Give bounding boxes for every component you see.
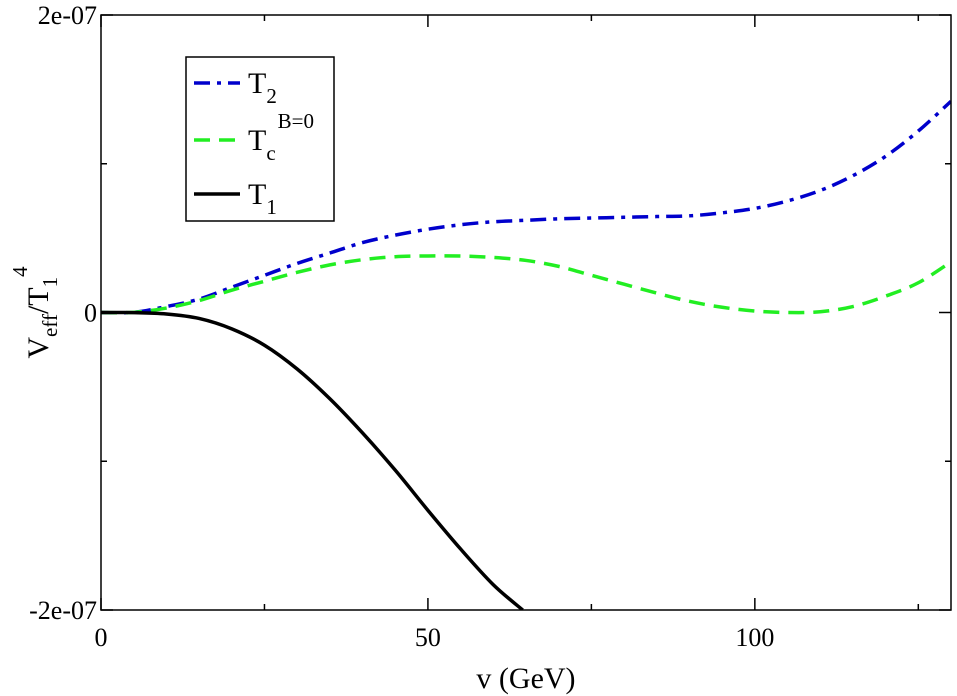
y-title-sup: 4 (8, 266, 32, 277)
y-title-slash: /T (22, 287, 55, 314)
svg-text:Veff/T14: Veff/T14 (8, 266, 62, 359)
legend-label: T1 (248, 178, 277, 219)
series-layer (101, 99, 951, 610)
series-line-0 (101, 99, 951, 315)
y-tick-label: -2e-07 (29, 596, 97, 625)
legend-label: TcB=0 (248, 109, 314, 165)
y-title-sub: eff (38, 314, 62, 337)
series-line-2 (101, 310, 524, 610)
x-tick-label: 50 (415, 623, 441, 652)
y-tick-label: 0 (84, 299, 97, 328)
plot-frame (100, 14, 952, 611)
y-title-main: V (22, 337, 55, 359)
x-tick-label: 0 (95, 623, 108, 652)
legend-label: T2 (248, 67, 277, 108)
y-axis-title: Veff/T14 (8, 266, 62, 359)
x-axis-title: v (GeV) (476, 662, 575, 695)
y-tick-label: 2e-07 (38, 1, 97, 30)
series-line-1 (101, 254, 951, 315)
y-title-sub2: 1 (38, 277, 62, 288)
x-tick-label: 100 (735, 623, 774, 652)
